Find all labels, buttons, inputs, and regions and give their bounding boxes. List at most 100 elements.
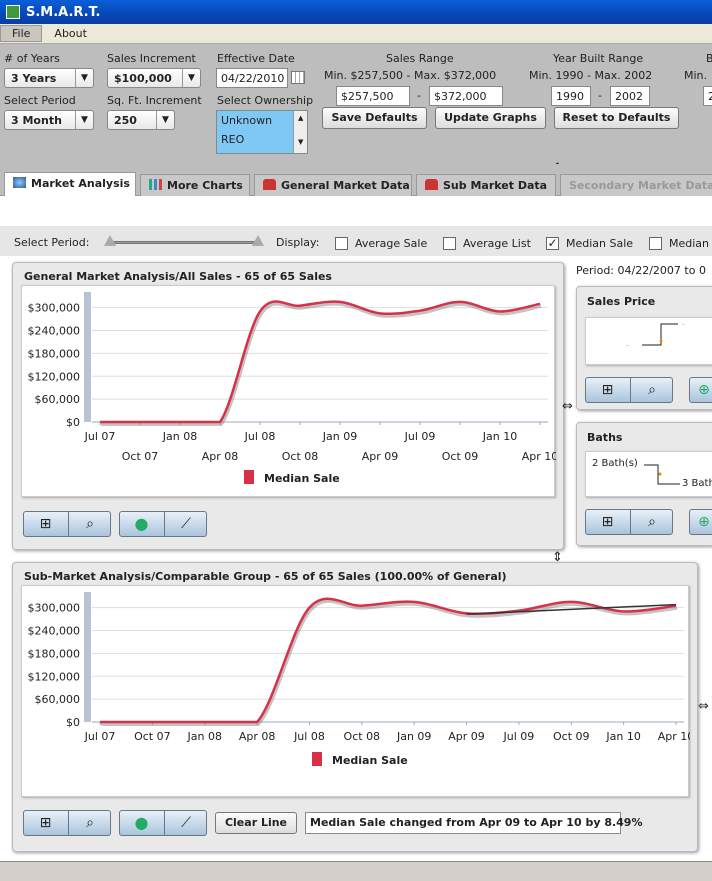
average-sale-checkbox[interactable] <box>335 237 348 250</box>
cut-text: Min. <box>684 69 708 82</box>
ownership-option-unknown[interactable]: Unknown <box>221 114 273 127</box>
splitter-handle-icon[interactable]: ⇕ <box>552 550 563 565</box>
calendar-icon[interactable] <box>291 71 305 84</box>
baths-label-3: 3 Bath <box>682 478 712 489</box>
zoom-icon[interactable]: ⌕ <box>630 510 673 534</box>
presentation-icon[interactable]: ⊞ <box>39 516 52 532</box>
chart-tool-buttons: ⊞ ⌕ <box>23 511 111 537</box>
tab-label: General Market Data <box>281 179 410 192</box>
years-dropdown[interactable]: 3 Years ▼ <box>4 68 94 88</box>
zoom-icon[interactable]: ⌕ <box>68 811 111 835</box>
zoom-icon[interactable]: ⌕ <box>630 378 673 402</box>
y-tick-label: $240,000 <box>28 625 81 638</box>
sub-chart-title: Sub-Market Analysis/Comparable Group - 6… <box>24 570 507 583</box>
parameters-panel: # of Years 3 Years ▼ Select Period 3 Mont… <box>0 44 712 164</box>
period-label: Select Period <box>4 94 76 107</box>
x-tick-label: Apr 10 <box>658 730 690 743</box>
clear-line-button[interactable]: Clear Line <box>215 812 297 834</box>
median-sale-checkbox[interactable]: ✓ <box>546 236 559 250</box>
trend-line <box>466 603 677 615</box>
reset-defaults-button[interactable]: Reset to Defaults <box>554 107 679 129</box>
axis-strip <box>84 292 91 422</box>
slider-handle-left[interactable] <box>104 235 116 246</box>
tab-secondary-market-data[interactable]: Secondary Market Data <box>560 174 712 196</box>
tab-label: Secondary Market Data <box>569 179 712 192</box>
period-slider-track[interactable] <box>108 241 260 244</box>
menu-about[interactable]: About <box>54 27 87 40</box>
general-chart: $300,000 $240,000 $180,000 $120,000 $60,000 $… <box>21 285 558 497</box>
pie-chart-icon[interactable]: ● <box>134 813 149 832</box>
line-chart-icon[interactable]: ⟋ <box>164 512 207 536</box>
sub-chart-type-buttons: ● ⟋ <box>119 810 207 836</box>
x-tick-label: Jul 07 <box>84 430 116 443</box>
general-line-chart: $300,000 $240,000 $180,000 $120,000 $60,000 $… <box>28 292 558 485</box>
ownership-listbox[interactable]: Unknown REO ▲ ▼ <box>216 110 308 154</box>
tab-general-market-data[interactable]: General Market Data <box>254 174 412 196</box>
cut-input[interactable]: 2 <box>703 86 712 106</box>
presentation-icon[interactable]: ⊞ <box>601 514 614 530</box>
tab-more-charts[interactable]: More Charts <box>140 174 250 196</box>
sales-price-sparkline: —— <box>626 322 685 347</box>
ownership-option-reo[interactable]: REO <box>221 133 245 146</box>
sales-min-input[interactable]: $257,500 <box>336 86 410 106</box>
sqft-dropdown[interactable]: 250 ▼ <box>107 110 175 130</box>
market-analysis-content: Select Period: Display: Average Sale Ave… <box>0 196 712 861</box>
presentation-icon[interactable]: ⊞ <box>601 382 614 398</box>
tab-label: More Charts <box>167 179 243 192</box>
tab-label: Market Analysis <box>31 177 130 190</box>
chevron-down-icon: ▼ <box>75 111 93 129</box>
save-defaults-button[interactable]: Save Defaults <box>322 107 427 129</box>
sales-increment-dropdown[interactable]: $100,000 ▼ <box>107 68 201 88</box>
chevron-down-icon: ▼ <box>182 69 200 87</box>
house-icon <box>263 179 276 190</box>
x-tick-label: Jan 09 <box>396 730 431 743</box>
x-tick-label: Jul 09 <box>503 730 535 743</box>
x-tick-label: Apr 09 <box>448 730 485 743</box>
sales-increment-label: Sales Increment <box>107 52 196 65</box>
x-tick-label: Oct 07 <box>134 730 171 743</box>
general-chart-title: General Market Analysis/All Sales - 65 o… <box>24 270 332 283</box>
resize-handle-icon[interactable]: ⇔ <box>698 699 709 714</box>
baths-sparkline <box>644 464 680 485</box>
zoom-icon[interactable]: ⌕ <box>68 512 111 536</box>
title-bar: S.M.A.R.T. <box>0 0 712 24</box>
y-tick-label: $120,000 <box>28 370 81 383</box>
trend-status-field: Median Sale changed from Apr 09 to Apr 1… <box>305 812 642 834</box>
median-checkbox[interactable] <box>649 237 662 250</box>
years-value: 3 Years <box>11 72 57 85</box>
x-tick-label: Apr 09 <box>362 450 399 463</box>
x-tick-label: Jul 07 <box>84 730 116 743</box>
average-sale-label: Average Sale <box>355 237 428 250</box>
slider-handle-right[interactable] <box>252 235 264 246</box>
tab-market-analysis[interactable]: Market Analysis <box>4 172 136 197</box>
year-max-input[interactable]: 2002 <box>610 86 650 106</box>
pie-chart-icon[interactable]: ● <box>134 514 149 533</box>
y-tick-label: $0 <box>66 416 80 429</box>
legend-swatch <box>312 752 322 766</box>
add-button[interactable]: ⊕ <box>689 509 712 535</box>
status-bar <box>0 861 712 881</box>
tab-sub-market-data[interactable]: Sub Market Data <box>416 174 556 196</box>
add-button[interactable]: ⊕ <box>689 377 712 403</box>
update-graphs-button[interactable]: Update Graphs <box>435 107 546 129</box>
sales-price-mini-chart: — — <box>585 317 712 365</box>
sub-line-chart: $300,000 $240,000 $180,000 $120,000 $60,000 $… <box>28 592 694 767</box>
add-icon: ⊕ <box>698 382 710 398</box>
resize-handle-icon[interactable]: ⇔ <box>562 399 573 414</box>
series-line-median-sale <box>100 597 677 724</box>
scrollbar[interactable]: ▲ ▼ <box>293 111 307 153</box>
sqft-label: Sq. Ft. Increment <box>107 94 202 107</box>
line-chart-icon[interactable]: ⟋ <box>164 811 207 835</box>
menu-file[interactable]: File <box>0 25 43 42</box>
effective-date-input[interactable]: 04/22/2010 <box>216 68 288 88</box>
sales-range-text: Min. $257,500 - Max. $372,000 <box>324 69 497 82</box>
average-list-checkbox[interactable] <box>443 237 456 250</box>
sales-range-label: Sales Range <box>386 52 454 65</box>
cut-label: B <box>706 52 712 65</box>
period-dropdown[interactable]: 3 Month ▼ <box>4 110 94 130</box>
x-tick-label: Oct 08 <box>282 450 319 463</box>
presentation-icon[interactable]: ⊞ <box>39 815 52 831</box>
year-min-input[interactable]: 1990 <box>551 86 591 106</box>
x-tick-label: Jan 08 <box>187 730 222 743</box>
sales-max-input[interactable]: $372,000 <box>429 86 503 106</box>
